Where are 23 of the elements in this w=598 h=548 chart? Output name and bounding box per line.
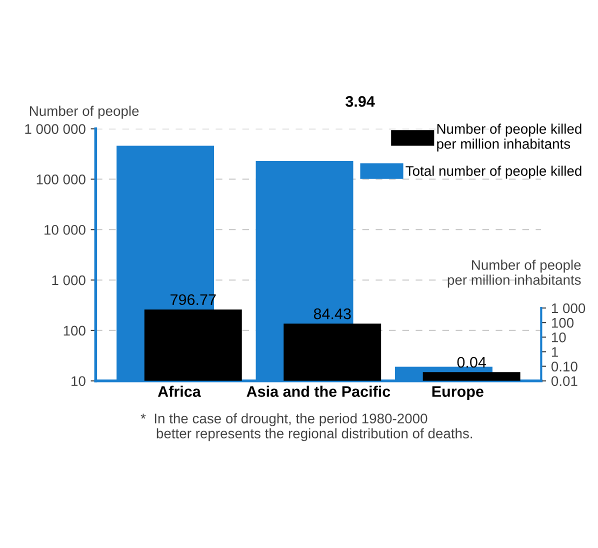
- data-label: 84.43: [314, 308, 351, 320]
- text: * In the case of drought, the period 1980-2000 better represents the regional distribution of deaths.: [140, 413, 472, 442]
- y-tick-label: 0.01: [551, 376, 578, 386]
- legend-label: Number of people killed per million inhabitants: [437, 124, 582, 152]
- y-tick-label: 10: [552, 332, 566, 342]
- y-tick-label: 100: [64, 326, 86, 336]
- data-label: 0.04: [457, 356, 486, 368]
- y-tick-label: 1 000: [552, 303, 586, 314]
- legend-label: Total number of people killed: [406, 166, 582, 179]
- y-tick-label: 10: [72, 376, 86, 386]
- x-tick-label: Europe: [432, 386, 484, 400]
- y-tick-label: 100 000: [36, 174, 86, 184]
- y-tick-label: 1: [552, 347, 558, 357]
- y-tick-label: 1 000: [52, 275, 86, 286]
- y-axis-title: Number of people per million inhabitants: [448, 260, 581, 288]
- x-tick-label: Africa: [158, 386, 201, 397]
- y-tick-label: 10 000: [44, 224, 86, 235]
- y-tick-label: 100: [552, 318, 574, 328]
- x-tick-label: Asia and the Pacific: [246, 386, 390, 397]
- text: 3.94: [346, 96, 375, 107]
- y-tick-label: 1 000 000: [25, 124, 86, 134]
- y-axis-title: Number of people: [30, 106, 139, 119]
- y-tick-label: 0.10: [551, 362, 578, 372]
